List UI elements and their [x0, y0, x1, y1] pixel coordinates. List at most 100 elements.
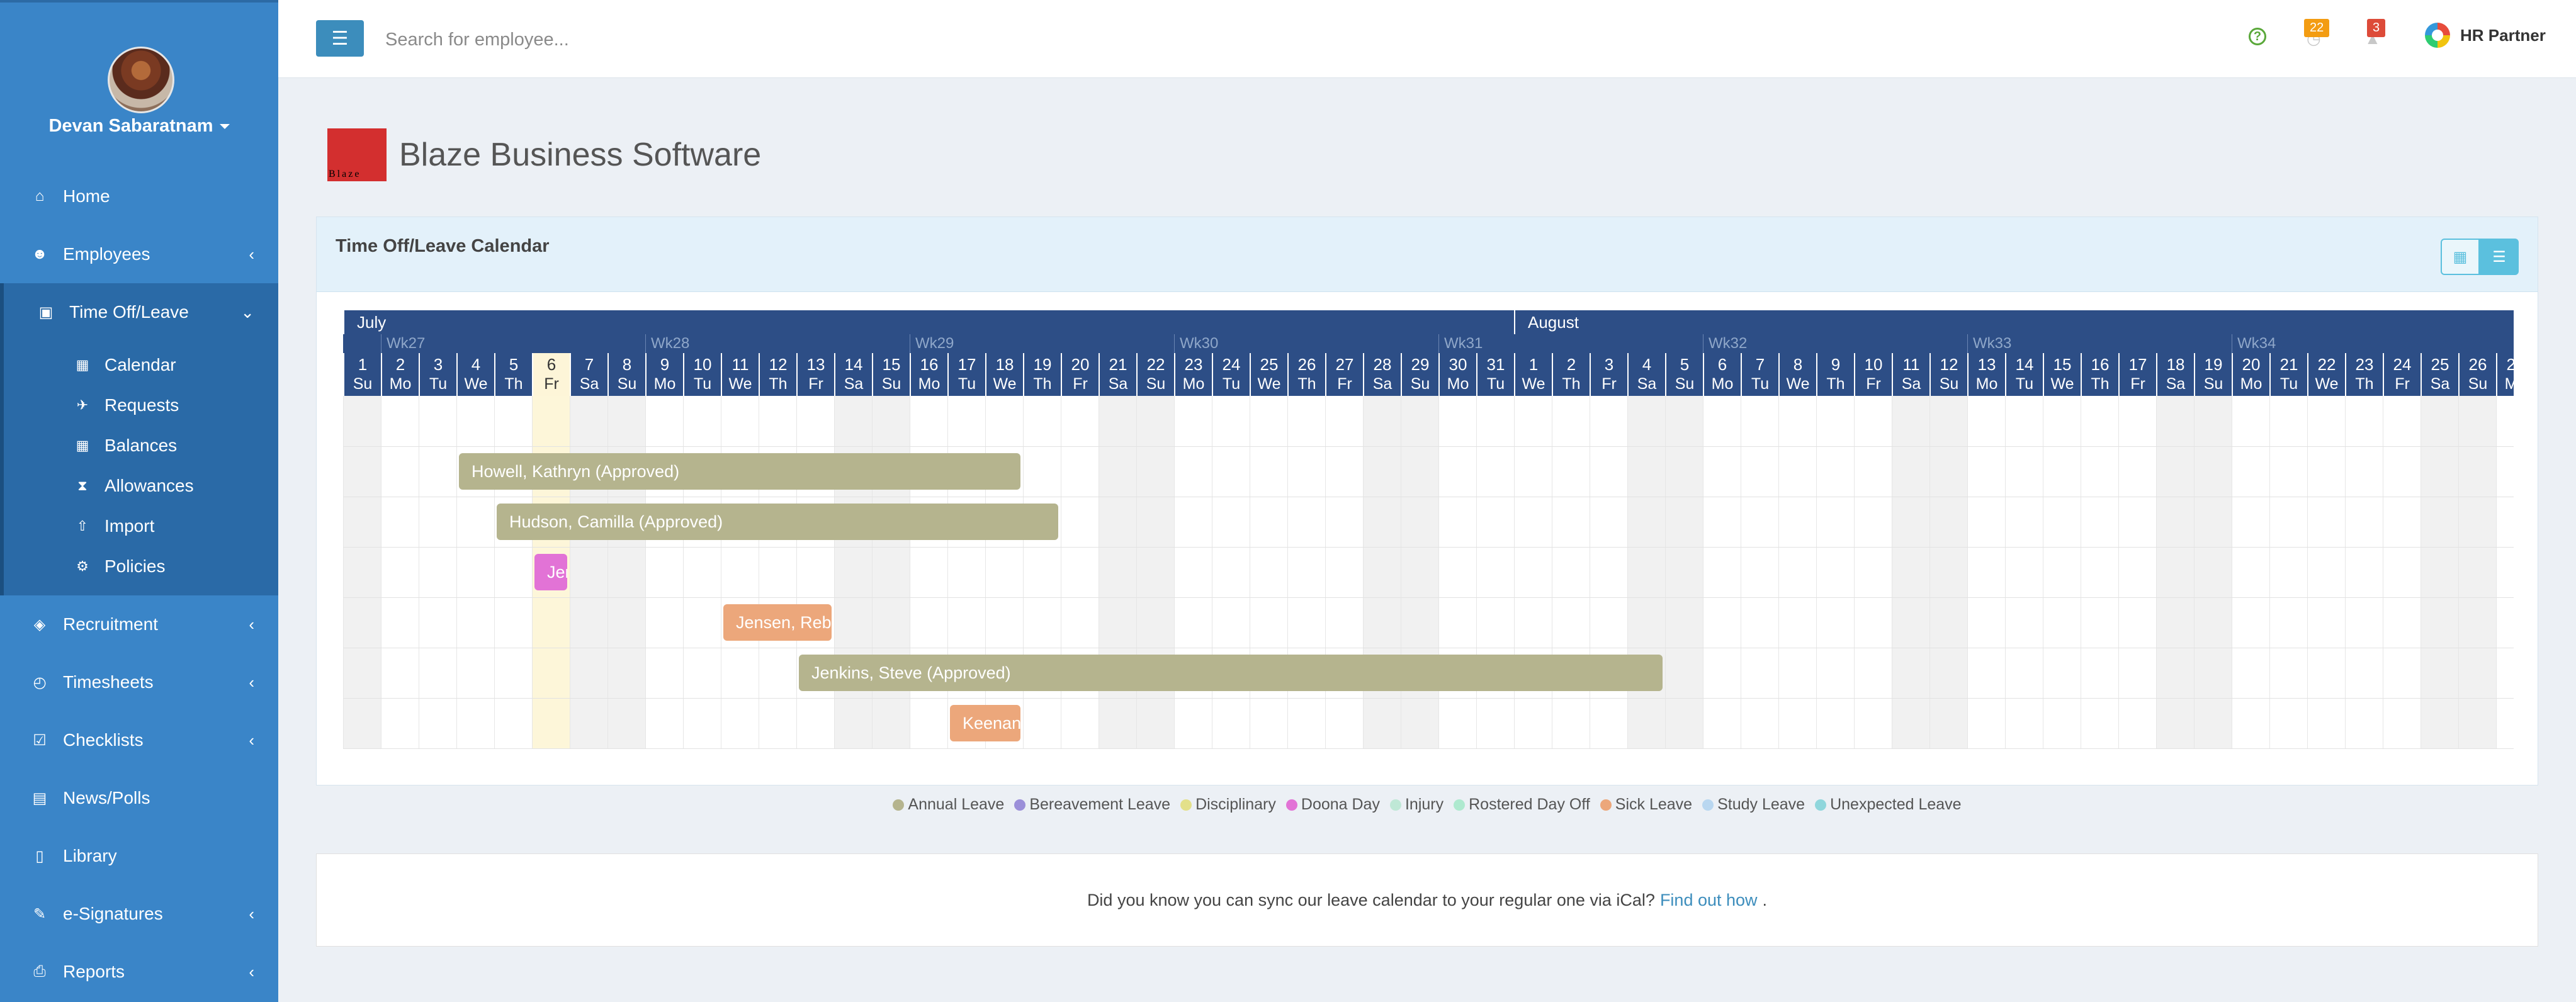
- view-toggle: ▦ ☰: [2441, 239, 2519, 275]
- list-view-button[interactable]: ☰: [2480, 239, 2519, 275]
- day-column[interactable]: [1741, 396, 1778, 748]
- legend-item: Rostered Day Off: [1454, 796, 1590, 814]
- day-column[interactable]: [456, 396, 494, 748]
- day-column[interactable]: [1136, 396, 1174, 748]
- submenu-item-policies[interactable]: ⚙ Policies: [4, 546, 278, 587]
- sidebar-item-reports[interactable]: ⎙ Reports ‹: [0, 943, 278, 1001]
- day-column[interactable]: [2458, 396, 2496, 748]
- day-column[interactable]: [872, 396, 910, 748]
- day-column[interactable]: [1287, 396, 1325, 748]
- day-column[interactable]: [1665, 396, 1703, 748]
- day-column[interactable]: [1250, 396, 1287, 748]
- day-column[interactable]: [645, 396, 683, 748]
- employee-search-input[interactable]: [384, 20, 953, 59]
- day-column[interactable]: [2232, 396, 2269, 748]
- sidebar-item-time-off-leave[interactable]: ▣ Time Off/Leave ⌄: [0, 283, 278, 341]
- day-column[interactable]: [1703, 396, 1741, 748]
- day-column[interactable]: [2496, 396, 2534, 748]
- day-column[interactable]: [419, 396, 456, 748]
- day-column[interactable]: [721, 396, 759, 748]
- day-column[interactable]: [1023, 396, 1061, 748]
- submenu-item-import[interactable]: ⇧ Import: [4, 506, 278, 546]
- day-column[interactable]: [683, 396, 721, 748]
- leave-booking-bar[interactable]: Jenkins, Steve (Approved): [799, 655, 1663, 691]
- sidebar-item-news-polls[interactable]: ▤ News/Polls: [0, 769, 278, 827]
- day-column[interactable]: [1438, 396, 1476, 748]
- menu-toggle-button[interactable]: ☰: [316, 20, 364, 57]
- user-menu[interactable]: Devan Sabaratnam: [0, 116, 278, 137]
- submenu-item-label: Import: [105, 516, 155, 536]
- calendar-view-button[interactable]: ▦: [2441, 239, 2480, 275]
- find-out-how-link[interactable]: Find out how: [1659, 890, 1758, 909]
- day-column[interactable]: [1099, 396, 1136, 748]
- calendar-grid: July August Wk27 Wk28 Wk29 Wk30 Wk31 Wk32 Wk33 W…: [343, 310, 2526, 751]
- day-number: 3: [433, 355, 443, 374]
- sidebar-item-recruitment[interactable]: ◈ Recruitment ‹: [0, 595, 278, 653]
- day-column[interactable]: [2421, 396, 2458, 748]
- leave-booking-bar[interactable]: Jensen, Rebe: [723, 604, 832, 641]
- day-header-cell: 3 Fr: [1590, 353, 1627, 396]
- day-column[interactable]: [1476, 396, 1514, 748]
- submenu-item-requests[interactable]: ✈ Requests: [4, 385, 278, 425]
- leave-booking-bar[interactable]: Jen: [534, 554, 567, 590]
- day-column[interactable]: [343, 396, 381, 748]
- day-column[interactable]: [1174, 396, 1212, 748]
- day-header-cell: 8 We: [1778, 353, 1816, 396]
- day-header-cell: 17 Tu: [947, 353, 985, 396]
- day-column[interactable]: [2118, 396, 2156, 748]
- day-column[interactable]: [2156, 396, 2194, 748]
- day-column[interactable]: [2081, 396, 2118, 748]
- sidebar-item-library[interactable]: ▯ Library: [0, 827, 278, 885]
- day-column[interactable]: [1212, 396, 1250, 748]
- day-column[interactable]: [1854, 396, 1892, 748]
- leave-booking-bar[interactable]: Howell, Kathryn (Approved): [459, 453, 1020, 490]
- help-icon[interactable]: ?: [2249, 28, 2266, 45]
- sidebar-item-checklists[interactable]: ☑ Checklists ‹: [0, 711, 278, 769]
- day-column[interactable]: [2345, 396, 2383, 748]
- day-column[interactable]: [947, 396, 985, 748]
- sidebar-item-employees[interactable]: ☻ Employees ‹: [0, 225, 278, 283]
- day-column[interactable]: [1778, 396, 1816, 748]
- leave-booking-bar[interactable]: Keenan,: [950, 705, 1020, 741]
- leave-booking-bar[interactable]: Hudson, Camilla (Approved): [497, 504, 1058, 540]
- day-column[interactable]: [985, 396, 1023, 748]
- day-column[interactable]: [910, 396, 947, 748]
- day-column[interactable]: [1590, 396, 1627, 748]
- day-column[interactable]: [607, 396, 645, 748]
- day-column[interactable]: [1325, 396, 1363, 748]
- day-column[interactable]: [1627, 396, 1665, 748]
- avatar[interactable]: [108, 47, 174, 113]
- day-column[interactable]: [1514, 396, 1552, 748]
- day-column[interactable]: [2307, 396, 2345, 748]
- sidebar-item-e-signatures[interactable]: ✎ e-Signatures ‹: [0, 885, 278, 943]
- day-column[interactable]: [1816, 396, 1854, 748]
- day-column[interactable]: [381, 396, 419, 748]
- day-column[interactable]: [570, 396, 607, 748]
- day-column[interactable]: [1401, 396, 1438, 748]
- brand[interactable]: HR Partner: [2425, 23, 2546, 48]
- day-column[interactable]: [2269, 396, 2307, 748]
- day-column[interactable]: [759, 396, 796, 748]
- day-column[interactable]: [494, 396, 532, 748]
- day-column[interactable]: [796, 396, 834, 748]
- day-column[interactable]: [2383, 396, 2421, 748]
- submenu-item-balances[interactable]: ▦ Balances: [4, 425, 278, 466]
- day-header-cell: 23 Th: [2345, 353, 2383, 396]
- sidebar-item-timesheets[interactable]: ◴ Timesheets ‹: [0, 653, 278, 711]
- day-column[interactable]: [1967, 396, 2005, 748]
- day-weekday: Mo: [653, 375, 676, 393]
- sidebar-item-home[interactable]: ⌂ Home: [0, 167, 278, 225]
- day-column[interactable]: [2005, 396, 2043, 748]
- day-column[interactable]: [1929, 396, 1967, 748]
- day-column[interactable]: [1892, 396, 1929, 748]
- day-column[interactable]: [2194, 396, 2232, 748]
- submenu-item-calendar[interactable]: ▦ Calendar: [4, 345, 278, 385]
- day-column[interactable]: [1061, 396, 1099, 748]
- submenu-item-allowances[interactable]: ⧗ Allowances: [4, 466, 278, 506]
- day-column[interactable]: [1363, 396, 1401, 748]
- hamburger-icon: ☰: [331, 28, 349, 49]
- day-column[interactable]: [2043, 396, 2081, 748]
- day-column[interactable]: [834, 396, 872, 748]
- day-header-cell: 5 Su: [1665, 353, 1703, 396]
- day-column[interactable]: [1552, 396, 1590, 748]
